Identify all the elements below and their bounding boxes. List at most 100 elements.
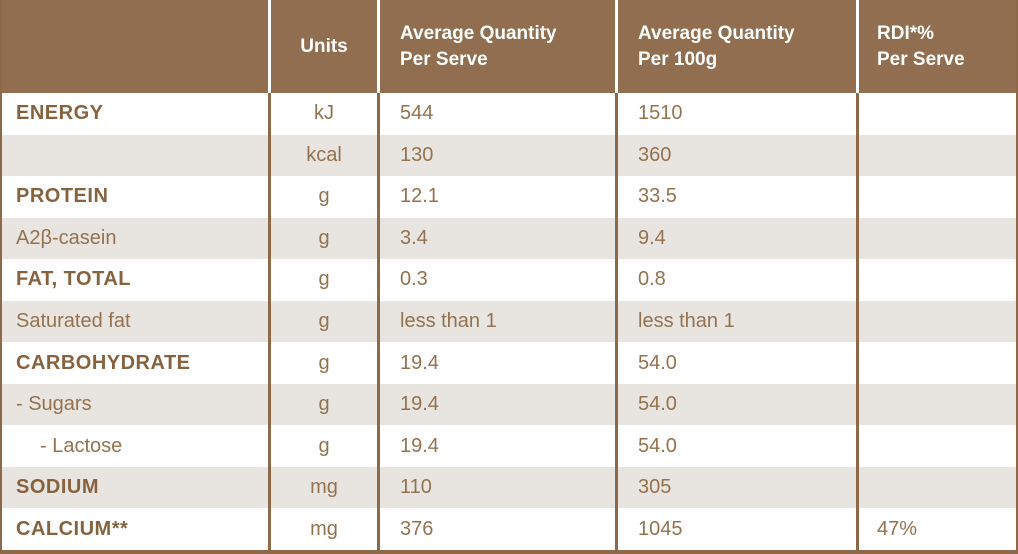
per-serve-value: 19.4 [400,434,439,457]
per-serve-value: 19.4 [400,351,439,374]
rdi-cell: 47% [856,508,1016,550]
unit-value: mg [310,476,338,499]
per-100g-cell: less than 1 [615,300,856,343]
per-100g-value: 0.8 [638,268,666,291]
table-row: FAT, TOTAL g 0.3 0.8 [2,259,1016,301]
unit-cell: g [268,217,377,260]
per-100g-value: 305 [638,476,672,499]
unit-cell: mg [268,466,377,509]
nutrient-name: Saturated fat [16,309,131,332]
nutrient-name-cell: - Lactose [2,425,268,467]
rdi-cell [856,176,1016,218]
unit-value: kJ [314,102,334,125]
rdi-cell [856,342,1016,384]
unit-value: g [318,351,330,374]
per-100g-value: 54.0 [638,393,677,416]
nutrient-name: ENERGY [16,102,104,125]
per-100g-value: 54.0 [638,434,677,457]
per-100g-value: 9.4 [638,226,666,249]
per-serve-value: 0.3 [400,268,428,291]
per-serve-cell: 19.4 [377,425,615,467]
unit-value: kcal [306,143,342,166]
rdi-value: 47% [877,517,918,540]
rdi-cell [856,425,1016,467]
per-serve-value: less than 1 [400,309,497,332]
table-row: SODIUM mg 110 305 [2,466,1016,509]
table-body: ENERGY kJ 544 1510 kcal 130 [2,93,1016,550]
nutrient-name-cell: FAT, TOTAL [2,259,268,301]
table-row: kcal 130 360 [2,134,1016,177]
per-100g-value: 54.0 [638,351,677,374]
header-cell-rdi: RDI*% Per Serve [856,0,1016,93]
table-row: ENERGY kJ 544 1510 [2,93,1016,135]
unit-value: g [318,226,330,249]
per-100g-cell: 1510 [615,93,856,135]
nutrient-name: SODIUM [16,476,99,499]
nutrient-name: A2β-casein [16,226,117,249]
nutrient-name-cell: ENERGY [2,93,268,135]
unit-cell: g [268,259,377,301]
per-serve-value: 376 [400,517,434,540]
per-serve-cell: 130 [377,134,615,177]
per-serve-value: 19.4 [400,393,439,416]
per-100g-value: 33.5 [638,185,677,208]
per-100g-value: less than 1 [638,309,735,332]
unit-cell: g [268,300,377,343]
per-100g-value: 1045 [638,517,683,540]
header-label-line2: Per Serve [877,48,965,70]
nutrient-name-cell [2,135,268,177]
per-serve-cell: 110 [377,466,615,509]
rdi-cell [856,217,1016,260]
table-row: CARBOHYDRATE g 19.4 54.0 [2,342,1016,384]
header-cell-nutrient [2,0,268,93]
rdi-cell [856,300,1016,343]
header-cell-units: Units [268,0,377,93]
nutrient-name: CALCIUM** [16,517,129,540]
per-serve-cell: less than 1 [377,300,615,343]
header-label-line2: Per Serve [400,48,488,70]
per-serve-cell: 376 [377,508,615,550]
unit-value: g [318,393,330,416]
table-header-row: Units Average Quantity Per Serve Average… [2,0,1016,93]
nutrient-name-cell: PROTEIN [2,176,268,218]
unit-cell: g [268,425,377,467]
nutrient-name: FAT, TOTAL [16,268,131,291]
table-row: - Lactose g 19.4 54.0 [2,425,1016,467]
per-100g-value: 1510 [638,102,683,125]
per-serve-cell: 19.4 [377,383,615,426]
unit-value: g [318,434,330,457]
nutrient-name-cell: CALCIUM** [2,508,268,550]
per-serve-value: 130 [400,143,434,166]
nutrient-name: PROTEIN [16,185,109,208]
nutrient-name: - Sugars [16,393,92,416]
header-label: Units [300,35,348,57]
per-serve-cell: 19.4 [377,342,615,384]
header-label-line1: Average Quantity [638,23,795,45]
rdi-cell [856,134,1016,177]
per-100g-cell: 54.0 [615,342,856,384]
per-100g-cell: 305 [615,466,856,509]
unit-cell: kJ [268,93,377,135]
per-serve-cell: 3.4 [377,217,615,260]
per-100g-cell: 9.4 [615,217,856,260]
unit-value: mg [310,517,338,540]
table-row: PROTEIN g 12.1 33.5 [2,176,1016,218]
table-row: CALCIUM** mg 376 1045 47% [2,508,1016,550]
unit-value: g [318,268,330,291]
nutrient-name: CARBOHYDRATE [16,351,191,374]
rdi-cell [856,93,1016,135]
per-100g-cell: 1045 [615,508,856,550]
per-100g-cell: 54.0 [615,383,856,426]
per-100g-cell: 360 [615,134,856,177]
nutrient-name-cell: SODIUM [2,467,268,509]
nutrient-name-cell: CARBOHYDRATE [2,342,268,384]
table-row: - Sugars g 19.4 54.0 [2,383,1016,426]
nutrient-name-cell: A2β-casein [2,218,268,260]
table-row: A2β-casein g 3.4 9.4 [2,217,1016,260]
unit-value: g [318,185,330,208]
per-serve-cell: 544 [377,93,615,135]
header-label-line2: Per 100g [638,48,718,70]
per-100g-value: 360 [638,143,672,166]
unit-cell: g [268,176,377,218]
header-label-line1: RDI*% [877,23,935,45]
